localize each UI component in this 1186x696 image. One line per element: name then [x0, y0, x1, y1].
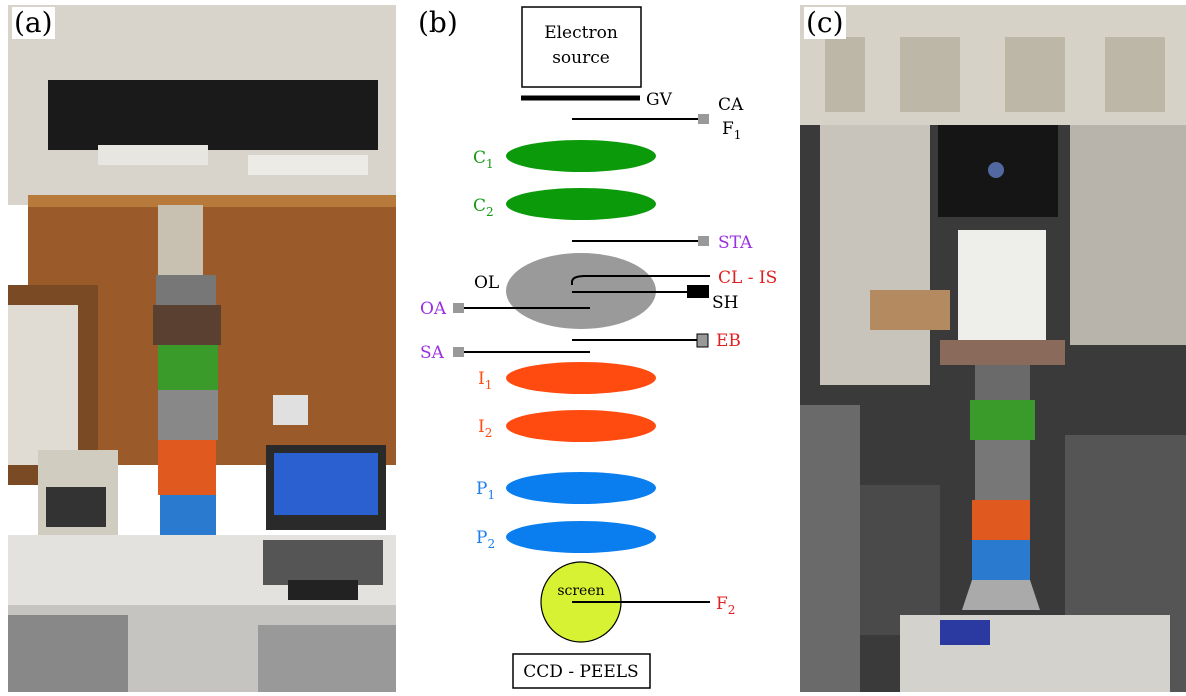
beam-blanker-handle [696, 333, 709, 348]
f1-label: F1 [722, 119, 741, 142]
sa-label: SA [420, 343, 445, 363]
p2-lens [506, 521, 656, 553]
panel-c-label: (c) [804, 6, 846, 39]
gv-label: GV [646, 90, 673, 110]
microscope-photo-c [800, 5, 1186, 692]
cl-is-rod [571, 275, 710, 285]
photo-panel-a: (a) [8, 5, 396, 692]
i2-label: I2 [478, 417, 492, 440]
i1-lens [506, 362, 656, 394]
condenser-aperture-handle [698, 114, 709, 124]
objective-aperture-handle [453, 303, 464, 313]
ca-label: CA [718, 95, 744, 115]
sta-label: STA [718, 233, 753, 253]
tem-column-diagram: (b) Electron source GV CA F1 C1 C2 STA O… [400, 0, 796, 692]
ccd-peels-box [512, 653, 651, 689]
specimen-holder-handle [687, 285, 709, 298]
ol-label: OL [474, 273, 499, 293]
electron-source-label-line2: source [552, 48, 610, 68]
panel-a-label: (a) [12, 6, 55, 39]
microscope-photo-a [8, 5, 396, 692]
c1-lens [506, 140, 656, 172]
p1-label: P1 [476, 479, 495, 502]
diagram-svg: (b) Electron source GV CA F1 C1 C2 STA O… [418, 6, 777, 689]
sh-label: SH [712, 293, 738, 313]
cl-is-label: CL - IS [718, 268, 777, 288]
p2-label: P2 [476, 528, 495, 551]
p1-lens [506, 472, 656, 504]
oa-label: OA [420, 299, 447, 319]
selected-area-aperture-handle [453, 347, 464, 357]
photo-panel-c: (c) [800, 5, 1186, 692]
ccd-peels-label: CCD - PEELS [523, 662, 638, 682]
eb-label: EB [716, 331, 741, 351]
i1-label: I1 [478, 369, 492, 392]
i2-lens [506, 410, 656, 442]
c1-label: C1 [473, 148, 494, 171]
panel-b-label: (b) [418, 6, 458, 39]
electron-source-box [521, 6, 642, 88]
electron-source-label-line1: Electron [544, 23, 618, 43]
sta-handle [698, 236, 709, 246]
screen-label: screen [557, 583, 604, 599]
f2-label: F2 [716, 594, 735, 617]
c2-lens [506, 188, 656, 220]
c2-label: C2 [473, 196, 494, 219]
